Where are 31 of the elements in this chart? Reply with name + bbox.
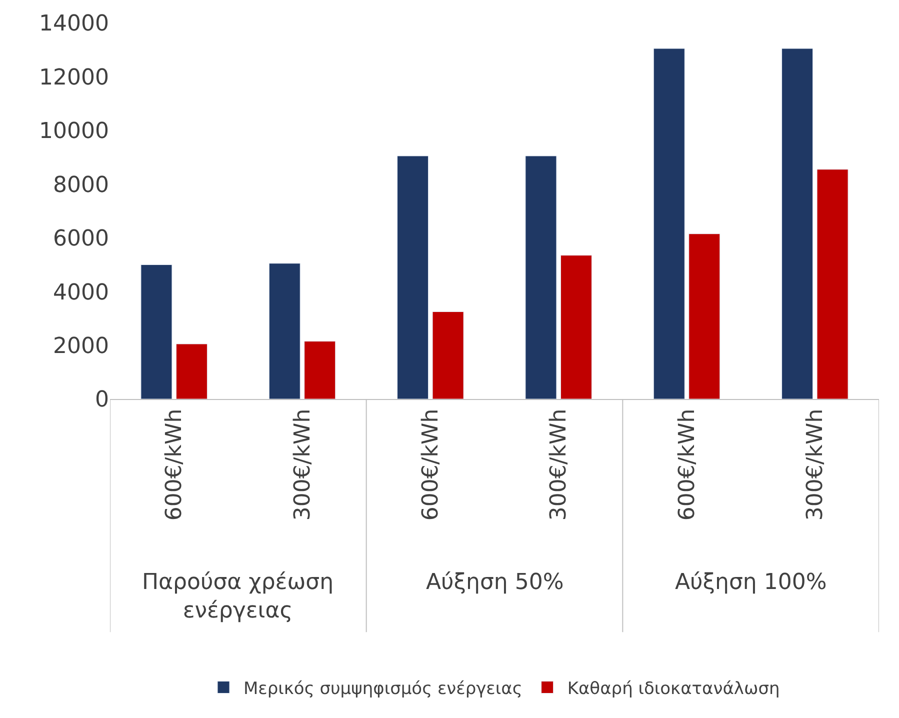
legend-label: Καθαρή ιδιοκατανάλωση [567, 678, 780, 699]
bar [560, 255, 592, 399]
legend-label: Μερικός συμψηφισμός ενέργειας [244, 678, 522, 699]
bar [304, 341, 336, 399]
bar [816, 169, 848, 399]
bar [782, 48, 814, 399]
bar [688, 234, 720, 399]
text: Παρούσα χρέωση ενέργειας [142, 570, 334, 624]
y-tick-label: 2000 [53, 334, 109, 359]
y-tick-label: 8000 [53, 172, 109, 198]
x-tick-label: 600€/kWh [162, 408, 188, 521]
x-tick-label: 600€/kWh [674, 408, 700, 521]
text: Αύξηση 50% [426, 570, 564, 595]
bar [140, 264, 172, 399]
bar [653, 48, 685, 399]
x-tick-label: 600€/kWh [418, 408, 444, 521]
x-tick-label: 300€/kWh [546, 408, 572, 521]
y-tick-label: 0 [95, 388, 109, 413]
y-tick-label: 10000 [39, 119, 109, 144]
y-tick-label: 6000 [53, 226, 109, 252]
y-tick-label: 4000 [53, 280, 109, 306]
bar [176, 344, 208, 399]
bar [525, 156, 557, 399]
y-tick-label: 12000 [39, 65, 109, 90]
x-tick-label: 300€/kWh [290, 408, 316, 521]
x-tick-label: 300€/kWh [803, 408, 828, 521]
bar [432, 311, 464, 399]
bar [268, 263, 300, 399]
y-tick-label: 14000 [39, 12, 109, 37]
bar [397, 156, 429, 399]
text: Αύξηση 100% [675, 570, 827, 595]
